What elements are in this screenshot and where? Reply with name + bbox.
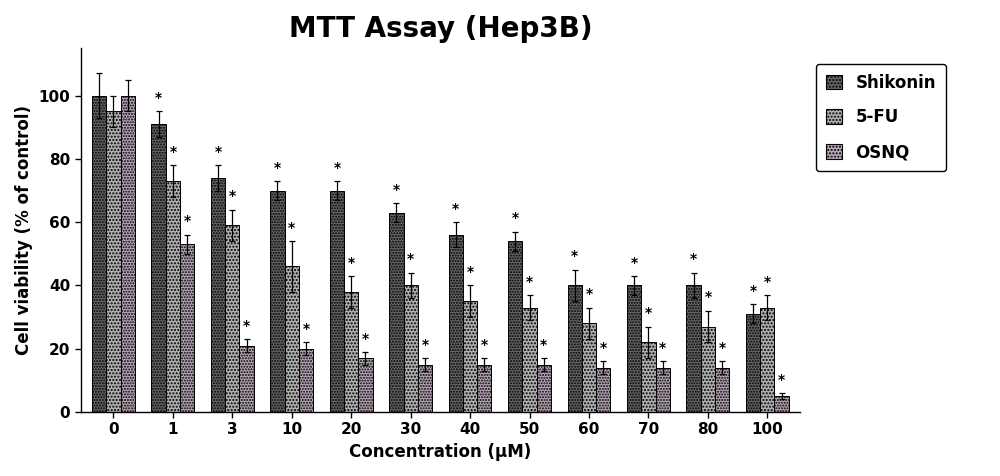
Bar [568, 286, 582, 412]
Text: *: * [690, 252, 697, 267]
Text: *: * [421, 338, 428, 352]
Bar [641, 342, 656, 412]
Bar [389, 213, 404, 412]
Text: *: * [467, 265, 474, 279]
Text: *: * [393, 183, 400, 197]
Bar [270, 190, 285, 412]
Text: *: * [184, 215, 191, 228]
Text: *: * [585, 288, 593, 301]
Text: *: * [229, 189, 236, 203]
Text: *: * [169, 145, 176, 159]
Bar [449, 235, 463, 412]
X-axis label: Concentration (μM): Concentration (μM) [349, 443, 531, 461]
Bar [715, 368, 729, 412]
Bar [166, 181, 180, 412]
Bar [596, 368, 610, 412]
Text: *: * [452, 202, 459, 216]
Text: *: * [288, 221, 295, 235]
Bar [522, 307, 537, 412]
Text: *: * [526, 275, 533, 288]
Text: *: * [512, 211, 519, 225]
Text: *: * [631, 256, 638, 269]
Bar [92, 96, 106, 412]
Bar [106, 111, 121, 412]
Bar [330, 190, 344, 412]
Text: *: * [155, 91, 162, 105]
Text: *: * [764, 275, 771, 288]
Bar [299, 349, 313, 412]
Text: *: * [481, 338, 488, 352]
Bar [746, 314, 760, 412]
Bar [180, 244, 194, 412]
Bar [477, 365, 491, 412]
Bar [404, 286, 418, 412]
Y-axis label: Cell viability (% of control): Cell viability (% of control) [15, 105, 33, 355]
Text: *: * [704, 290, 711, 305]
Bar [418, 365, 432, 412]
Bar [508, 241, 522, 412]
Text: *: * [659, 341, 666, 355]
Bar [285, 267, 299, 412]
Bar [358, 358, 373, 412]
Title: MTT Assay (Hep3B): MTT Assay (Hep3B) [289, 15, 592, 43]
Text: *: * [778, 373, 785, 387]
Text: *: * [302, 322, 310, 336]
Bar [344, 292, 358, 412]
Text: *: * [749, 284, 757, 298]
Text: *: * [362, 332, 369, 346]
Bar [774, 396, 789, 412]
Text: *: * [333, 161, 340, 175]
Legend: Shikonin, 5-FU, OSNQ: Shikonin, 5-FU, OSNQ [816, 64, 946, 171]
Text: *: * [348, 256, 355, 269]
Bar [463, 301, 477, 412]
Text: *: * [571, 249, 578, 263]
Text: *: * [540, 338, 547, 352]
Bar [760, 307, 774, 412]
Bar [686, 286, 701, 412]
Text: *: * [243, 319, 250, 333]
Bar [239, 346, 254, 412]
Bar [121, 96, 135, 412]
Bar [225, 225, 239, 412]
Text: *: * [645, 306, 652, 320]
Bar [211, 178, 225, 412]
Text: *: * [719, 341, 726, 355]
Bar [537, 365, 551, 412]
Text: *: * [274, 161, 281, 175]
Bar [627, 286, 641, 412]
Bar [701, 327, 715, 412]
Bar [151, 124, 166, 412]
Text: *: * [214, 145, 222, 159]
Bar [656, 368, 670, 412]
Text: *: * [407, 252, 414, 267]
Bar [582, 323, 596, 412]
Text: *: * [600, 341, 607, 355]
